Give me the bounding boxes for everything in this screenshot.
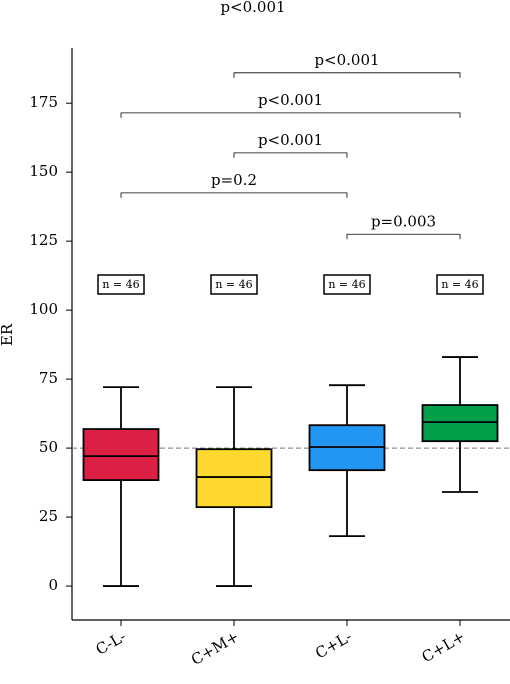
box xyxy=(423,405,498,441)
significance-bracket xyxy=(234,73,460,78)
x-tick-label: C+L+ xyxy=(419,627,468,666)
significance-label: p<0.001 xyxy=(314,51,379,69)
x-tick-label: C+L- xyxy=(312,627,355,662)
significance-bracket xyxy=(347,234,460,239)
significance-label: p=0.003 xyxy=(371,212,436,230)
y-tick-label: 50 xyxy=(39,438,58,456)
significance-bracket xyxy=(234,153,347,158)
significance-label: p<0.001 xyxy=(258,91,323,109)
significance-label: p<0.001 xyxy=(258,131,323,149)
y-axis-label: ER xyxy=(0,323,16,346)
significance-bracket xyxy=(121,193,347,198)
y-tick-label: 150 xyxy=(29,162,58,180)
significance-bracket xyxy=(121,113,460,118)
n-label: n = 46 xyxy=(102,278,139,291)
box xyxy=(197,449,272,507)
x-tick-label: C-L- xyxy=(93,627,129,658)
box xyxy=(84,429,159,480)
n-label: n = 46 xyxy=(441,278,478,291)
y-tick-label: 25 xyxy=(39,507,58,525)
x-tick-label: C+M+ xyxy=(188,627,242,669)
y-tick-label: 100 xyxy=(29,300,58,318)
y-tick-label: 0 xyxy=(48,576,58,594)
y-tick-label: 75 xyxy=(39,369,58,387)
n-label: n = 46 xyxy=(215,278,252,291)
y-tick-label: 125 xyxy=(29,231,58,249)
n-label: n = 46 xyxy=(328,278,365,291)
y-tick-label: 175 xyxy=(29,93,58,111)
chart-title: p<0.001 xyxy=(220,0,285,16)
significance-label: p=0.2 xyxy=(211,171,257,189)
